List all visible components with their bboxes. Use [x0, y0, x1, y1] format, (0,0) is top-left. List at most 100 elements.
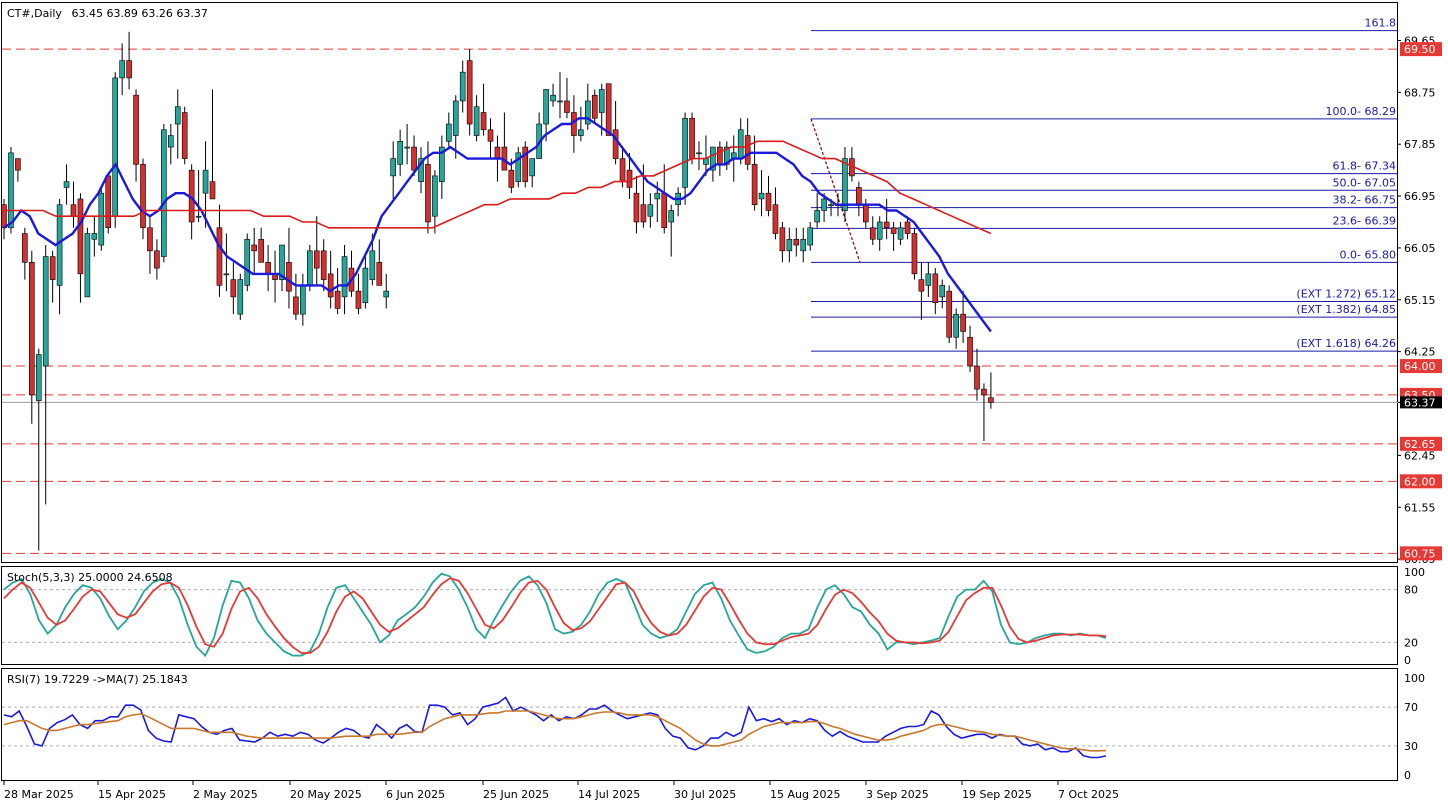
bullish-candle [654, 192, 661, 200]
fibonacci-swing-line [810, 118, 861, 263]
fibonacci-level-label: (EXT 1.272) 65.12 [1296, 288, 1396, 301]
bullish-candle [112, 77, 118, 217]
symbol-label: CT#,Daily [7, 7, 62, 20]
fibonacci-level-label: (EXT 1.382) 64.85 [1296, 303, 1396, 316]
bearish-candle [216, 227, 223, 286]
bullish-candle [98, 192, 105, 246]
bullish-candle [161, 129, 167, 257]
bearish-candle [744, 135, 751, 165]
bullish-candle [404, 146, 410, 149]
bearish-candle [564, 100, 570, 113]
bullish-candle [279, 244, 285, 280]
date-tick-label: 25 Jun 2025 [483, 788, 549, 801]
bearish-candle [480, 112, 487, 131]
bearish-candle [717, 146, 723, 165]
bearish-candle [904, 221, 911, 234]
bullish-candle [682, 117, 688, 188]
bearish-candle [605, 83, 612, 136]
fibonacci-level-label: 100.0- 68.29 [1326, 105, 1396, 118]
bearish-candle [988, 397, 994, 403]
bearish-candle [640, 204, 647, 223]
price-tick-label: 66.95 [1404, 190, 1436, 203]
bullish-candle [925, 273, 932, 286]
stoch-tick-label: 80 [1404, 584, 1418, 597]
bullish-candle [119, 60, 125, 79]
price-tick-label: 67.85 [1404, 138, 1436, 151]
bearish-candle [209, 181, 216, 200]
bullish-candle [174, 106, 181, 125]
bullish-candle [814, 210, 820, 223]
bearish-candle [779, 227, 786, 252]
fibonacci-level-label: 61.8- 67.34 [1333, 160, 1396, 173]
price-tick-label: 65.15 [1404, 294, 1436, 307]
bearish-candle [890, 227, 897, 234]
level-tag [1400, 474, 1442, 489]
price-tick-label: 64.25 [1404, 346, 1436, 359]
bullish-candle [578, 129, 584, 136]
bearish-candle [286, 262, 292, 292]
price-tick-label: 62.45 [1404, 449, 1436, 462]
bearish-candle [612, 129, 619, 159]
date-tick-label: 7 Oct 2025 [1058, 788, 1119, 801]
stoch-panel [1, 566, 1398, 665]
bullish-candle [84, 233, 91, 298]
slow-moving-average-line [4, 140, 992, 235]
bearish-candle [334, 290, 341, 309]
bullish-candle [515, 152, 522, 182]
date-tick-label: 3 Sep 2025 [866, 788, 929, 801]
date-tick-label: 15 Aug 2025 [770, 788, 840, 801]
rsi-tick-label: 30 [1404, 740, 1418, 753]
bullish-candle [445, 123, 452, 142]
fast-moving-average-line [3, 117, 992, 333]
fibonacci-level-label: (EXT 1.618) 64.26 [1296, 337, 1396, 350]
bullish-candle [362, 267, 369, 303]
bullish-candle [195, 215, 202, 218]
bearish-candle [765, 192, 772, 211]
bearish-candle [126, 60, 132, 79]
bearish-candle [15, 158, 21, 171]
bearish-candle [70, 204, 77, 217]
stoch-tick-label: 100 [1404, 566, 1425, 579]
bearish-candle [981, 388, 987, 396]
bullish-candle [710, 146, 716, 171]
bullish-candle [696, 152, 702, 155]
date-tick-label: 15 Apr 2025 [98, 788, 166, 801]
rsi-tick-label: 0 [1404, 769, 1411, 782]
bearish-candle [313, 250, 320, 269]
bullish-candle [397, 141, 403, 165]
bullish-candle [300, 285, 306, 315]
stoch-indicator-label: Stoch(5,3,3) 25.0000 24.6508 [7, 571, 173, 584]
bearish-candle [689, 117, 695, 159]
bearish-candle [967, 336, 973, 367]
bearish-candle [619, 158, 626, 182]
bullish-candle [939, 285, 946, 298]
bearish-candle [327, 273, 334, 298]
bullish-candle [897, 227, 904, 240]
bullish-candle [842, 158, 848, 211]
bearish-candle [77, 198, 84, 275]
bullish-candle [598, 89, 605, 113]
rsi-panel [1, 668, 1398, 781]
bearish-candle [28, 262, 35, 396]
bullish-candle [786, 238, 793, 252]
bullish-candle [306, 250, 313, 286]
bearish-candle [772, 204, 779, 234]
current-price-tag [1400, 396, 1442, 409]
bearish-candle [265, 262, 271, 275]
bearish-candle [494, 146, 501, 159]
bearish-candle [258, 238, 264, 263]
bearish-candle [49, 256, 56, 280]
bearish-candle [862, 204, 869, 223]
bullish-candle [703, 158, 709, 165]
rsi-tick-label: 100 [1404, 672, 1425, 685]
bullish-candle [473, 106, 480, 136]
bullish-candle [459, 71, 466, 102]
price-tick-label: 61.55 [1404, 501, 1436, 514]
bullish-candle [168, 135, 174, 148]
fibonacci-level-label: 0.0- 65.80 [1340, 248, 1396, 261]
bearish-candle [869, 227, 876, 240]
level-tag-label: 62.00 [1404, 475, 1436, 488]
bullish-candle [584, 100, 591, 125]
candlestick-series [1, 31, 994, 551]
price-panel [1, 2, 1398, 563]
